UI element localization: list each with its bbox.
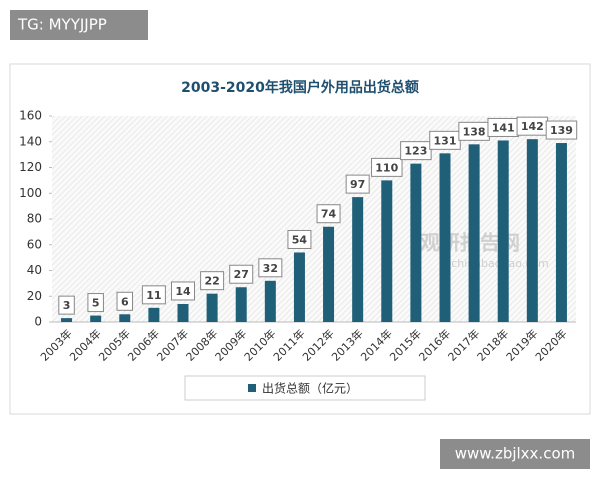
data-label-box <box>200 271 225 291</box>
data-label-box <box>258 258 283 278</box>
data-label: 123 <box>404 145 427 158</box>
watermark: www.zbjlxx.com <box>455 445 575 463</box>
bar <box>323 226 335 322</box>
data-label: 32 <box>263 262 278 275</box>
data-label-box <box>545 120 578 140</box>
data-label: 131 <box>434 134 457 147</box>
data-label-box <box>287 229 312 249</box>
data-label: 139 <box>550 124 573 137</box>
bar <box>410 163 422 322</box>
y-tick-label: 100 <box>19 186 42 200</box>
y-tick-label: 0 <box>34 315 42 329</box>
data-label-box <box>171 281 195 301</box>
data-label: 5 <box>92 297 100 310</box>
data-label: 11 <box>146 289 161 302</box>
data-label-box <box>87 293 104 313</box>
data-label-box <box>316 204 341 224</box>
bar <box>148 307 160 322</box>
data-label-box <box>229 264 254 284</box>
data-label: 54 <box>292 233 308 246</box>
data-label: 141 <box>492 121 515 134</box>
bar <box>119 314 131 322</box>
bar <box>177 303 189 322</box>
data-label-box <box>371 157 403 177</box>
bar <box>468 144 480 322</box>
watermark-box <box>440 439 590 469</box>
data-label-box <box>116 291 134 311</box>
legend-swatch <box>248 384 256 392</box>
data-label: 22 <box>204 275 219 288</box>
bar <box>264 280 276 322</box>
bar <box>352 197 364 322</box>
data-label: 138 <box>463 125 486 138</box>
legend-label: 出货总额（亿元） <box>262 381 358 396</box>
data-label: 142 <box>521 120 544 133</box>
bar <box>293 252 305 322</box>
bar <box>526 139 538 322</box>
legend-box <box>184 375 426 401</box>
data-label: 74 <box>321 208 337 221</box>
data-label-box <box>400 141 432 161</box>
bar <box>61 318 73 322</box>
watermark: TG: MYYJJPP <box>17 16 107 34</box>
data-label-box <box>345 174 370 194</box>
y-tick-label: 140 <box>19 134 42 148</box>
data-label-box <box>58 295 75 315</box>
data-label: 97 <box>350 178 365 191</box>
data-label-box <box>141 285 166 305</box>
bar <box>206 293 218 322</box>
data-label: 6 <box>121 295 129 308</box>
bar <box>235 287 247 322</box>
y-tick-label: 40 <box>27 263 42 277</box>
bar <box>497 140 509 322</box>
y-tick-label: 120 <box>19 160 42 174</box>
y-tick-label: 80 <box>27 212 42 226</box>
bar <box>90 315 102 322</box>
y-tick-label: 20 <box>27 289 42 303</box>
data-label: 3 <box>63 299 71 312</box>
bar <box>439 153 451 322</box>
data-label: 110 <box>375 161 398 174</box>
plot-background <box>52 116 576 322</box>
bar <box>381 180 393 322</box>
y-tick-label: 60 <box>27 237 42 251</box>
data-label: 14 <box>175 285 191 298</box>
y-tick-label: 160 <box>19 109 42 123</box>
watermark-box <box>10 10 148 40</box>
chart-title: 2003-2020年我国户外用品出货总额 <box>181 79 419 96</box>
data-label: 27 <box>234 268 249 281</box>
bar <box>555 143 567 322</box>
